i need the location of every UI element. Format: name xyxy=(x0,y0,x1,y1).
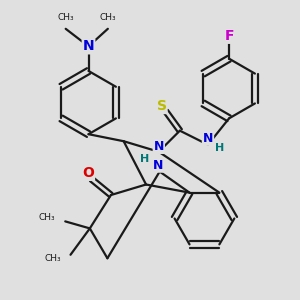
Text: F: F xyxy=(224,29,234,43)
Text: CH₃: CH₃ xyxy=(100,14,116,22)
Text: H: H xyxy=(140,154,149,164)
Text: N: N xyxy=(83,39,94,53)
Text: N: N xyxy=(154,140,164,153)
Text: N: N xyxy=(203,132,213,145)
Text: CH₃: CH₃ xyxy=(57,14,74,22)
Text: N: N xyxy=(153,159,163,172)
Text: CH₃: CH₃ xyxy=(44,254,61,263)
Text: S: S xyxy=(157,99,166,113)
Text: H: H xyxy=(214,142,224,152)
Text: O: O xyxy=(82,166,94,180)
Text: CH₃: CH₃ xyxy=(39,213,56,222)
